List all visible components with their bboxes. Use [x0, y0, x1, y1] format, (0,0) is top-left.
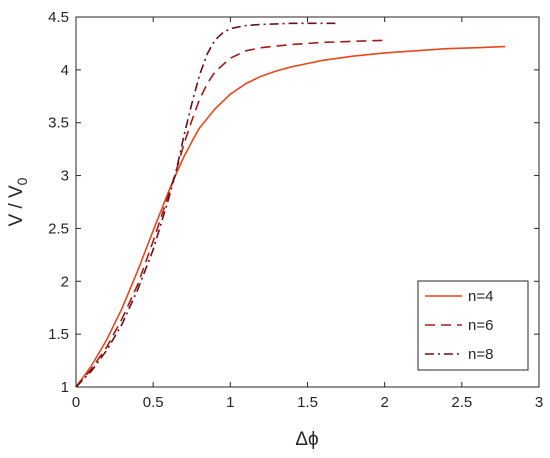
series-lines	[75, 22, 506, 388]
x-axis-label: Δϕ	[295, 429, 318, 450]
y-axis-label: V / V0	[6, 177, 30, 226]
legend-label: n=8	[468, 346, 493, 363]
y-tick-label: 2.5	[48, 220, 69, 237]
y-tick-labels: 1 1.5 2 2.5 3 3.5 4 4.5	[48, 9, 69, 396]
axis-ticks	[75, 16, 540, 388]
x-tick-label: 2.5	[451, 394, 472, 411]
x-tick-label: 3	[535, 394, 543, 411]
y-tick-label: 1	[61, 379, 69, 396]
legend-label: n=4	[468, 288, 493, 305]
y-tick-label: 4	[61, 62, 69, 79]
y-tick-label: 4.5	[48, 9, 69, 26]
legend-label: n=6	[468, 317, 493, 334]
series-line-n8	[75, 22, 336, 388]
y-axis-label-subscript: 0	[14, 177, 30, 185]
legend: n=4 n=6 n=8	[417, 280, 529, 371]
x-tick-label: 2	[380, 394, 388, 411]
x-tick-labels: 0 0.5 1 1.5 2 2.5 3	[72, 394, 543, 411]
y-axis-label-main: V / V	[6, 185, 27, 227]
series-line-n4	[75, 45, 506, 388]
legend-items: n=4 n=6 n=8	[425, 288, 493, 363]
x-tick-label: 1	[226, 394, 234, 411]
x-tick-label: 0.5	[143, 394, 164, 411]
y-tick-label: 3.5	[48, 115, 69, 132]
x-tick-label: 0	[72, 394, 80, 411]
y-tick-label: 2	[61, 273, 69, 290]
series-line-n6	[75, 39, 385, 388]
y-tick-label: 3	[61, 168, 69, 185]
y-tick-label: 1.5	[48, 326, 69, 343]
x-tick-label: 1.5	[297, 394, 318, 411]
